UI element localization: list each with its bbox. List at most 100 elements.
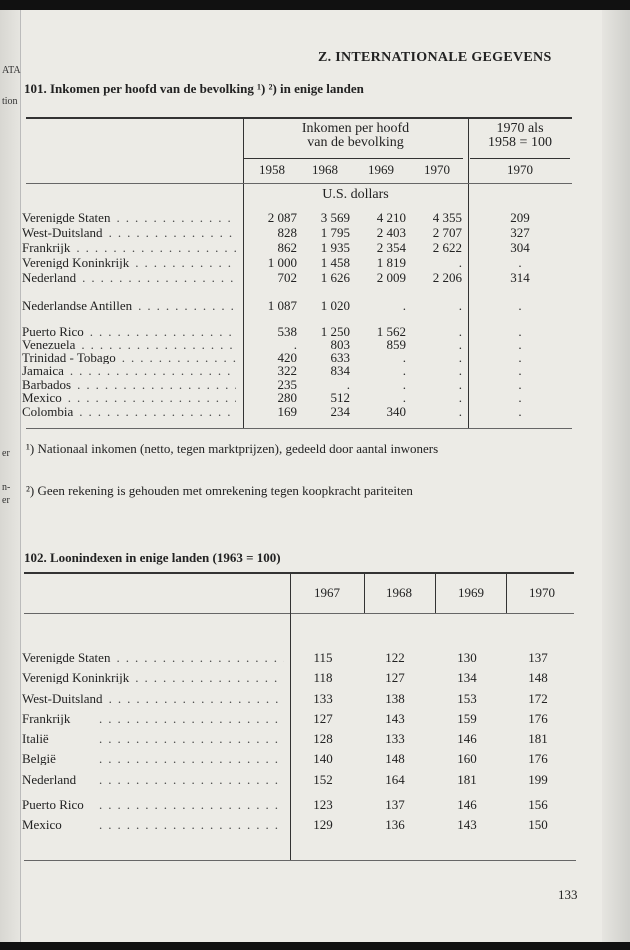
country-label: West-Duitsland [22,692,103,705]
leader-dots: .................... [69,364,236,377]
table-cell: . [458,298,462,313]
table-cell: 122 [385,650,405,665]
country-label: Barbados [22,378,72,391]
table-cell: 129 [313,817,333,832]
country-label: Frankrijk [22,241,71,254]
table-cell: 340 [386,404,407,419]
margin-fragment: er [2,448,10,459]
table-cell: 234 [330,404,351,419]
rule [468,119,469,428]
leader-dots: .................... [67,391,236,404]
rule [24,860,576,861]
table-cell: 420 [277,350,298,365]
leader-dots: .................... [81,338,236,351]
footnote-2: ²) Geen rekening is gehouden met omreken… [26,483,413,498]
index-cell: . [518,298,522,313]
country-label: Puerto Rico [22,325,84,338]
table-cell: . [458,390,462,405]
table-cell: 4 355 [432,210,462,225]
table-cell: 2 009 [376,270,406,285]
country-label: België [22,752,56,765]
table-cell: 803 [330,337,351,352]
table-cell: 146 [457,731,477,746]
table-cell: 133 [385,731,405,746]
table-cell: 153 [457,691,477,706]
table-cell: 140 [313,751,333,766]
table-cell: 859 [386,337,407,352]
table-cell: 2 403 [376,225,406,240]
footnote-1: ¹) Nationaal inkomen (netto, tegen markt… [26,441,439,456]
index-cell: . [518,255,522,270]
leader-dots: .................... [99,818,284,831]
table-cell: 538 [277,324,298,339]
leader-dots: .................... [89,325,236,338]
table-cell: . [402,390,406,405]
index-header: 1970 als 1958 = 100 [470,122,570,150]
table-cell: 181 [528,731,548,746]
rule [435,574,436,613]
country-label: Verenigd Koninkrijk [22,671,130,684]
leader-dots: .................... [116,651,284,664]
table-cell: . [458,324,462,339]
row-label: Verenigde Staten.................... [22,211,236,224]
table-cell: 1 000 [267,255,297,270]
table-cell: 133 [313,691,333,706]
country-label: Jamaica [22,364,64,377]
year-header: 1969 [458,585,484,600]
table-cell: 512 [330,390,351,405]
table-cell: 134 [457,670,477,685]
table-cell: 137 [385,797,405,812]
index-cell: 304 [510,240,530,255]
leader-dots: .................... [99,773,284,786]
margin-fragment: tion [2,96,18,107]
table-cell: . [458,337,462,352]
table-cell: . [293,337,297,352]
rule [24,613,574,614]
leader-dots: .................... [99,732,284,745]
leader-dots: .................... [138,299,236,312]
country-label: Verenigde Staten [22,651,111,664]
page-number: 133 [558,887,578,902]
row-label: Trinidad - Tobago.................... [22,351,236,364]
row-label: Mexico.................... [22,818,284,831]
index-cell: . [518,350,522,365]
year-header: 1968 [312,162,338,177]
country-label: Colombia [22,405,74,418]
table-cell: 2 707 [432,225,462,240]
table-cell: 136 [385,817,405,832]
leader-dots: .................... [79,405,236,418]
row-label: Nederland.................... [22,271,236,284]
row-label: West-Duitsland.................... [22,692,284,705]
index-year: 1970 [507,162,533,177]
row-label: Italië.................... [22,732,284,745]
country-label: Mexico [22,391,62,404]
table-cell: 159 [457,711,477,726]
row-label: Venezuela.................... [22,338,236,351]
leader-dots: .................... [135,671,284,684]
table-cell: . [402,350,406,365]
table-cell: 4 210 [376,210,406,225]
table-cell: 322 [277,363,298,378]
table-cell: 164 [385,772,405,787]
country-label: West-Duitsland [22,226,103,239]
table-cell: . [458,377,462,392]
table-cell: 280 [277,390,298,405]
leader-dots: .................... [108,226,236,239]
table-cell: . [346,377,350,392]
rule [364,574,365,613]
table-cell: 3 569 [320,210,350,225]
country-label: Verenigd Koninkrijk [22,256,130,269]
table-cell: . [402,363,406,378]
row-label: België.................... [22,752,284,765]
table-cell: . [458,350,462,365]
table-cell: 128 [313,731,333,746]
index-cell: 314 [510,270,530,285]
country-label: Italië [22,732,49,745]
row-label: Verenigd Koninkrijk.................... [22,256,236,269]
table-cell: 2 206 [432,270,462,285]
section-header: Z. INTERNATIONALE GEGEVENS [318,50,552,65]
row-label: Puerto Rico.................... [22,798,284,811]
table-cell: 2 354 [376,240,406,255]
leader-dots: .................... [99,798,284,811]
leader-dots: .................... [135,256,236,269]
